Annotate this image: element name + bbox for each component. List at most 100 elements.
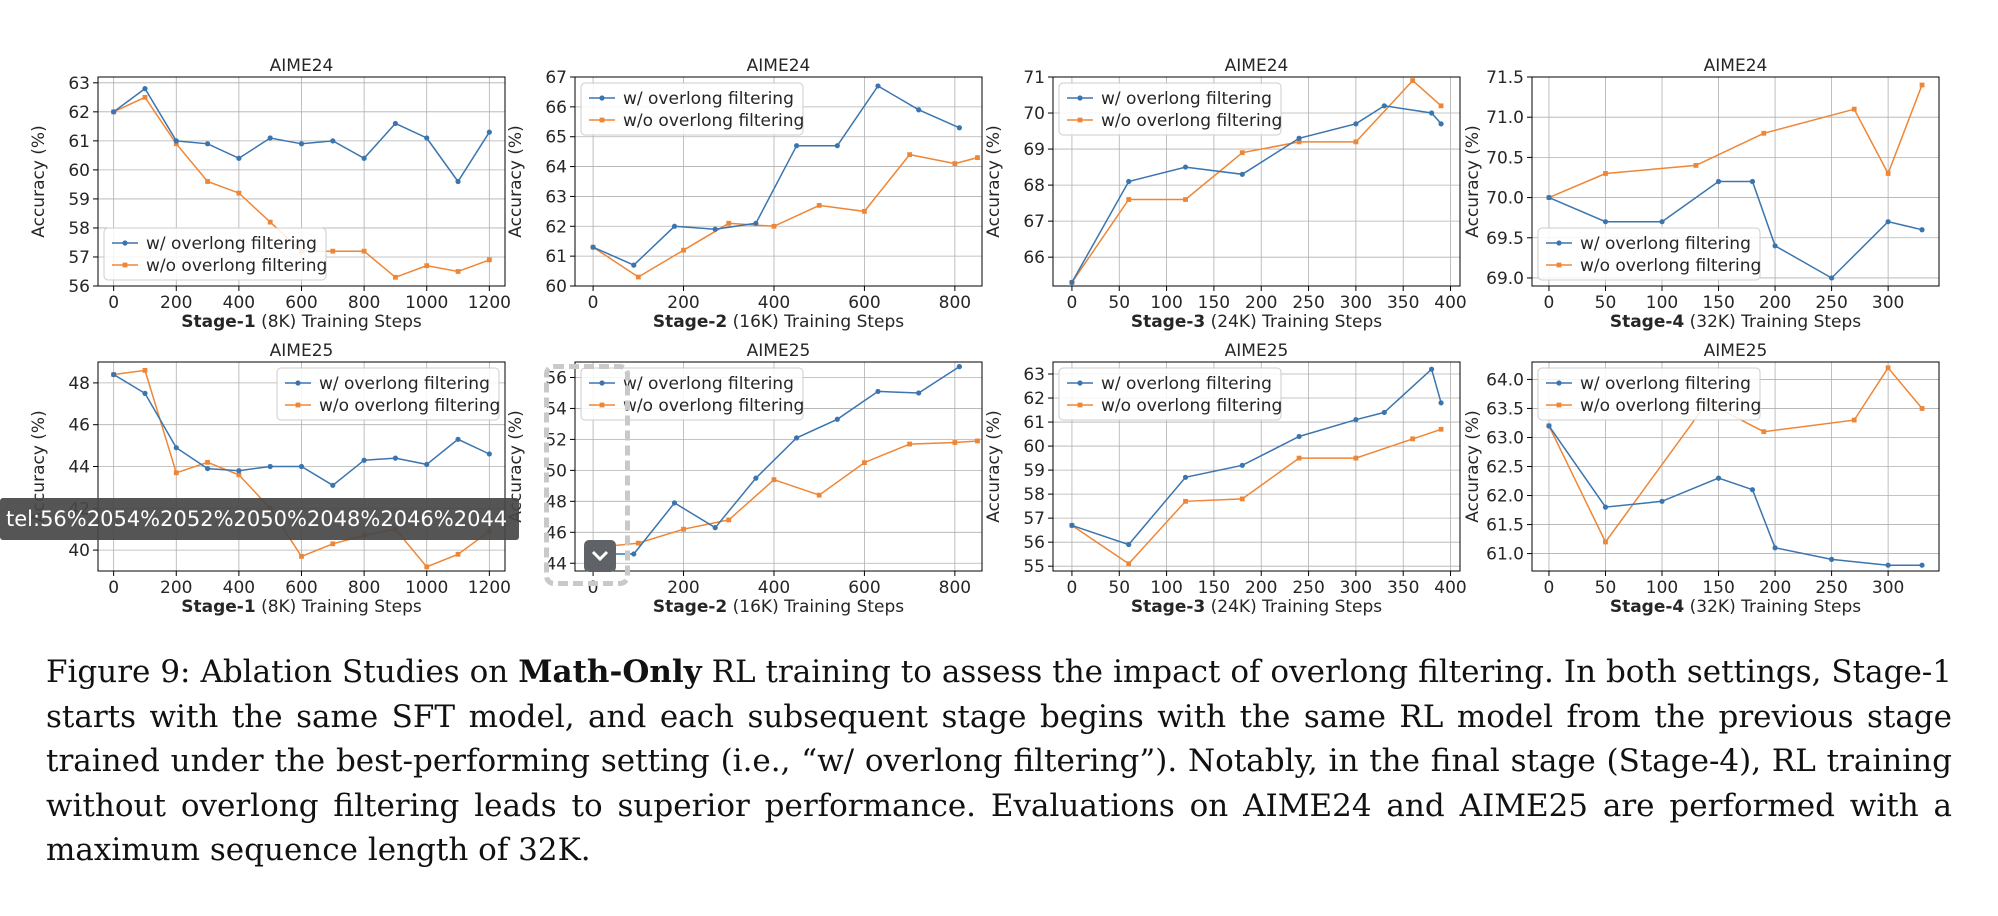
legend-label-with: w/ overlong filtering: [623, 89, 794, 109]
legend-label-with: w/ overlong filtering: [319, 374, 490, 394]
selection-box[interactable]: [544, 364, 630, 586]
y-tick-label: 67: [545, 68, 567, 88]
chart-panel-5: 0200400600800100012004042444648AIME25Sta…: [29, 341, 511, 617]
x-tick-label: 200: [160, 578, 192, 598]
panel-title: AIME25: [747, 341, 811, 361]
y-tick-label: 71.5: [1486, 68, 1524, 88]
legend-marker-with: [1556, 380, 1562, 386]
y-axis-label: Accuracy (%): [29, 125, 49, 237]
caption-part2: RL training to assess the impact of over…: [46, 654, 1952, 868]
x-axis-label-stage: Stage-2: [653, 312, 727, 332]
x-axis-label-stage: Stage-4: [1610, 312, 1685, 332]
chart-panel-3: 0 50 100 150 200 250 300 350 400 66 67 68 69 70 71 AIME…: [984, 56, 1467, 332]
x-tick-label: 150: [1702, 293, 1734, 313]
data-point-without: [1885, 171, 1891, 176]
y-tick-label: 63.5: [1486, 399, 1524, 419]
data-point-with: [1381, 409, 1387, 416]
legend-label-with: w/ overlong filtering: [146, 234, 317, 254]
y-tick-label: 71: [1023, 68, 1045, 88]
legend-marker-without: [1077, 402, 1083, 408]
caption-part1: Ablation Studies on: [190, 654, 519, 690]
data-point-with: [631, 551, 637, 557]
legend-marker-with: [599, 95, 605, 101]
legend-marker-without: [1556, 402, 1562, 408]
panel-title: AIME25: [1225, 341, 1289, 361]
data-point-with: [330, 138, 336, 144]
x-tick-label: 1200: [468, 293, 511, 313]
y-tick-label: 44: [545, 554, 567, 574]
y-tick-label: 62.0: [1486, 487, 1524, 507]
data-point-without: [1919, 82, 1925, 88]
legend-marker-with: [122, 240, 128, 246]
y-tick-label: 69.5: [1486, 229, 1524, 249]
data-point-with: [204, 465, 211, 472]
x-tick-label: 200: [667, 293, 699, 313]
figure-caption: Figure 9: Ablation Studies on Math-Only …: [46, 650, 1952, 873]
panel-title: AIME24: [1704, 56, 1768, 76]
data-point-without: [726, 517, 732, 523]
x-axis-label: Stage-4 (32K) Training Steps: [1610, 312, 1861, 332]
data-point-without: [1761, 429, 1767, 435]
panel-title: AIME24: [1225, 56, 1289, 76]
data-point-with: [424, 461, 430, 468]
chart-panel-8: 0 50 100 150 200 250 300 61.0 61.5 62.0 62.5 63.0 63…: [1463, 341, 1940, 617]
data-point-without: [1438, 103, 1444, 109]
y-axis-label: Accuracy (%): [29, 410, 49, 522]
data-point-without: [907, 152, 913, 158]
data-point-without: [173, 470, 179, 476]
data-point-with: [1546, 423, 1552, 429]
y-tick-label: 61.5: [1486, 516, 1524, 536]
y-tick-label: 48: [545, 492, 567, 512]
data-point-with: [1659, 219, 1665, 225]
x-tick-label: 100: [1646, 578, 1678, 598]
chart-panel-6: 0 200 400 600 80044464850525456AIME25Stage-2…: [506, 341, 983, 617]
x-tick-label: 600: [848, 578, 880, 598]
dropdown-button[interactable]: [584, 540, 616, 572]
data-point-with: [1602, 219, 1609, 225]
y-axis-label: Accuracy (%): [984, 125, 1004, 237]
y-axis-label: Accuracy (%): [506, 410, 526, 522]
data-point-with: [142, 86, 148, 92]
data-point-with: [455, 178, 461, 185]
x-axis-label: Stage-2 (16K) Training Steps: [653, 597, 904, 617]
data-point-without: [1296, 455, 1302, 461]
data-point-with: [712, 226, 718, 232]
legend-label-without: w/o overlong filtering: [623, 111, 804, 131]
x-tick-label: 250: [1292, 578, 1324, 598]
data-point-with: [916, 107, 922, 113]
data-point-without: [1919, 406, 1925, 411]
y-tick-label: 50: [545, 461, 567, 481]
x-tick-label: 200: [1759, 293, 1791, 313]
data-point-with: [1715, 178, 1722, 185]
legend-box: [1537, 367, 1761, 421]
legend-box: [276, 367, 500, 421]
legend-label-without: w/o overlong filtering: [1580, 256, 1761, 276]
data-point-with: [1429, 110, 1435, 116]
data-point-with: [1659, 498, 1665, 504]
x-tick-label: 250: [1815, 578, 1847, 598]
data-point-with: [1296, 433, 1302, 440]
y-tick-label: 61: [1023, 413, 1045, 433]
y-tick-label: 40: [68, 541, 90, 561]
y-tick-label: 46: [68, 416, 90, 436]
data-point-without: [173, 141, 179, 147]
data-point-without: [1353, 455, 1359, 461]
legend-marker-without: [1556, 262, 1562, 268]
x-tick-label: 100: [1150, 293, 1182, 313]
legend-label-without: w/o overlong filtering: [1101, 396, 1282, 416]
legend-label-without: w/o overlong filtering: [1101, 111, 1282, 131]
y-tick-label: 61: [68, 132, 90, 152]
legend-marker-with: [1077, 380, 1083, 386]
data-point-with: [671, 223, 678, 229]
x-tick-label: 300: [1340, 293, 1372, 313]
y-axis-label: Accuracy (%): [1463, 410, 1483, 522]
x-tick-label: 400: [1434, 578, 1466, 598]
y-tick-label: 55: [1023, 557, 1045, 577]
y-tick-label: 48: [68, 374, 90, 394]
data-point-with: [236, 155, 242, 161]
data-point-without: [1410, 78, 1416, 84]
legend-label-without: w/o overlong filtering: [1580, 396, 1761, 416]
data-point-with: [590, 244, 596, 250]
